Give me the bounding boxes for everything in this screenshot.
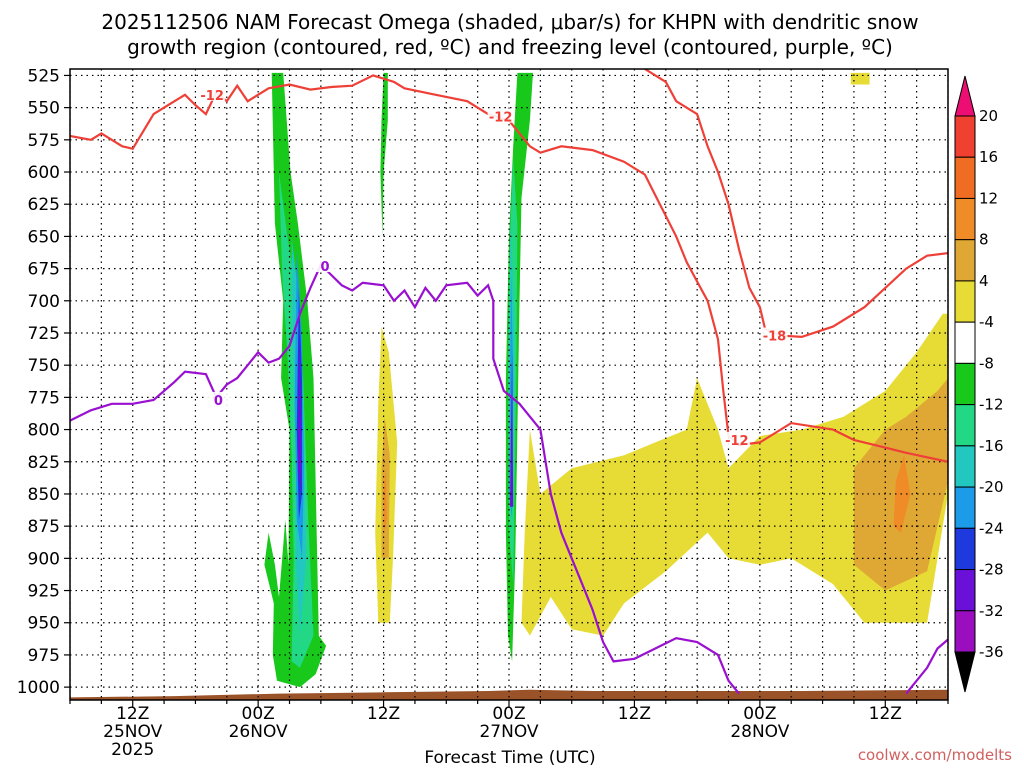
omega-shade-6 [380, 72, 388, 237]
x-tick-label: 00Z [492, 704, 525, 724]
chart-title-line-2: growth region (contoured, red, ºC) and f… [127, 35, 893, 59]
colorbar: 20 16 12 8 4 -4 -8 -12 -16 -20 -24 -28 -32 -36 [954, 75, 1004, 693]
x-tick-label: 00Z [743, 704, 776, 724]
x-tick-label: 00Z [242, 704, 275, 724]
x-tick-label: 28NOV [730, 722, 789, 742]
y-tick-label: 900 [28, 549, 60, 569]
y-tick-label: 1000 [17, 678, 60, 698]
contour-label-bg [487, 108, 514, 123]
colorbar-label: 20 [979, 107, 998, 125]
y-tick-label: 625 [28, 195, 60, 215]
x-axis-label: Forecast Time (UTC) [424, 748, 595, 768]
y-tick-label: 550 [28, 99, 60, 119]
colorbar-segment [954, 527, 976, 571]
contour-label: 0 [214, 394, 223, 409]
freezing-level-contour-0 [70, 262, 740, 695]
y-tick-label: 725 [28, 324, 60, 344]
y-tick-label: 750 [28, 356, 60, 376]
contour-label-bg [312, 258, 339, 273]
contour-label-bg [723, 431, 750, 446]
contour-label-bg [205, 391, 232, 406]
colorbar-bottom-arrow [954, 651, 976, 693]
omega-shade-15 [521, 313, 948, 636]
colorbar-label: -32 [979, 602, 1004, 620]
x-tick-label: 12Z [869, 704, 902, 724]
dgz-contour-1 [644, 69, 948, 339]
x-tick-label: 2025 [111, 740, 154, 760]
plot-clip-group: -12 -12 -12 -18 0 0 [70, 69, 948, 700]
contour-label: -12 [489, 111, 513, 126]
colorbar-segment [954, 445, 976, 488]
colorbar-label: -12 [979, 396, 1004, 414]
y-tick-label: 875 [28, 517, 60, 537]
colorbar-segment [954, 486, 976, 529]
y-tick-label: 525 [28, 66, 60, 86]
colorbar-label: 16 [979, 148, 998, 166]
colorbar-segment [954, 569, 976, 612]
plot-area: -12 -12 -12 -18 0 0 525 550 575 600 625 650 675 700 72… [17, 66, 949, 760]
colorbar-segment [954, 404, 976, 447]
colorbar-label: -24 [979, 519, 1004, 537]
x-tick-label: 25NOV [103, 722, 162, 742]
y-tick-label: 950 [28, 614, 60, 634]
colorbar-segment [954, 156, 976, 199]
freezing-level-contour-1 [905, 638, 948, 695]
omega-shade-11 [510, 352, 514, 507]
y-tick-label: 600 [28, 163, 60, 183]
x-tick-label: 27NOV [479, 722, 538, 742]
y-tick-label: 850 [28, 485, 60, 505]
omega-shade-18 [850, 72, 870, 85]
contour-label-bg [199, 86, 226, 101]
contour-label-bg [761, 327, 788, 342]
colorbar-label: -20 [979, 478, 1004, 496]
colorbar-segment [954, 280, 976, 323]
credit-text: coolwx.com/modelts [858, 746, 1012, 764]
colorbar-segment [954, 115, 976, 158]
colorbar-label: -4 [979, 313, 994, 331]
chart-title-line-1: 2025112506 NAM Forecast Omega (shaded, μ… [101, 10, 918, 34]
y-tick-label: 575 [28, 131, 60, 151]
y-tick-label: 700 [28, 292, 60, 312]
y-tick-label: 825 [28, 453, 60, 473]
colorbar-label: 8 [979, 231, 989, 249]
colorbar-label: 4 [979, 272, 989, 290]
colorbar-label: -36 [979, 643, 1004, 661]
contour-label: -18 [763, 330, 787, 345]
colorbar-label: -28 [979, 561, 1004, 579]
colorbar-segment [954, 239, 976, 282]
colorbar-segment [954, 197, 976, 241]
colorbar-label: -8 [979, 354, 994, 372]
x-tick-label: 12Z [618, 704, 651, 724]
contour-label: 0 [321, 260, 330, 275]
y-tick-label: 800 [28, 421, 60, 441]
x-tick-label: 12Z [116, 704, 149, 724]
y-tick-label: 650 [28, 227, 60, 247]
omega-shade-14 [383, 468, 387, 533]
colorbar-label: 12 [979, 189, 998, 207]
colorbar-segment [954, 362, 976, 406]
omega-shade-5 [297, 326, 301, 494]
colorbar-label: -16 [979, 437, 1004, 455]
contour-label: -12 [200, 89, 224, 104]
colorbar-segment [954, 610, 976, 653]
y-tick-label: 975 [28, 646, 60, 666]
dgz-contour-0 [70, 74, 948, 463]
colorbar-segment [954, 321, 976, 364]
colorbar-top-arrow [954, 75, 976, 117]
y-tick-label: 775 [28, 388, 60, 408]
y-tick-label: 925 [28, 582, 60, 602]
contour-label: -12 [725, 434, 749, 449]
x-tick-label: 12Z [367, 704, 400, 724]
y-tick-label: 675 [28, 260, 60, 280]
x-tick-label: 26NOV [229, 722, 288, 742]
